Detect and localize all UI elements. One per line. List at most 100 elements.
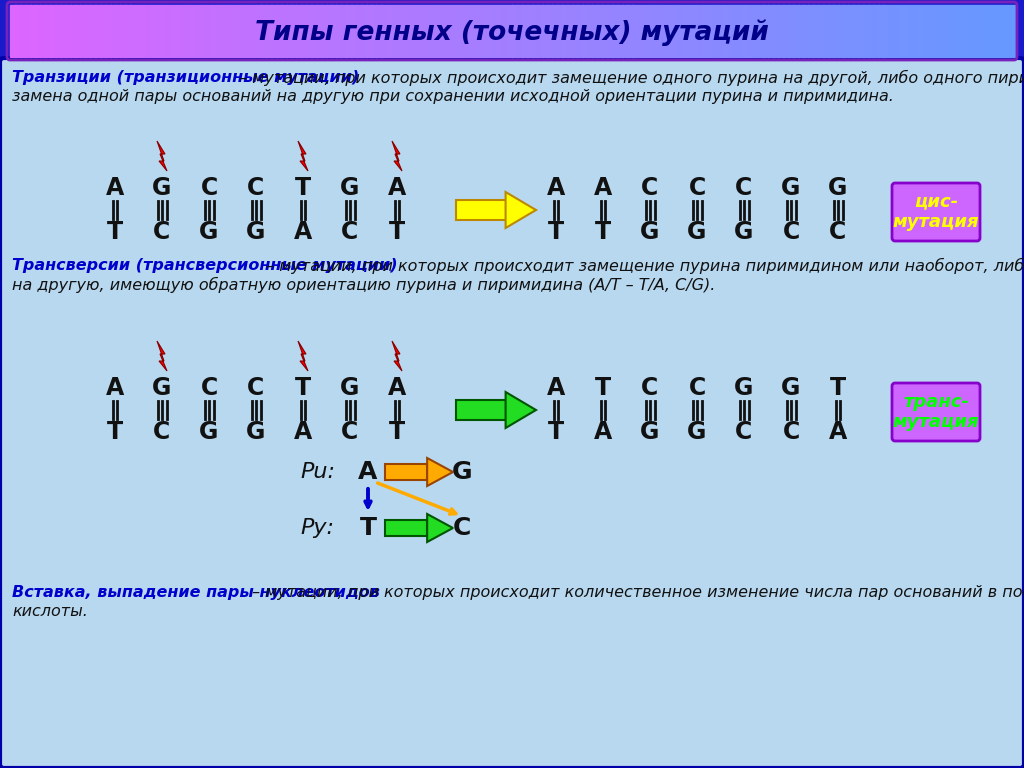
Text: Типы генных (точечных) мутаций: Типы генных (точечных) мутаций	[255, 20, 769, 46]
Bar	[879, 5, 884, 57]
Text: C: C	[641, 176, 658, 200]
Bar	[161, 5, 166, 57]
Text: Трансверсии (трансверсионные мутации): Трансверсии (трансверсионные мутации)	[12, 258, 397, 273]
Bar	[166, 5, 171, 57]
Bar	[828, 5, 834, 57]
Bar	[422, 5, 427, 57]
Bar	[557, 5, 563, 57]
Bar	[85, 5, 91, 57]
Bar	[306, 5, 311, 57]
Bar	[848, 5, 854, 57]
Bar	[472, 5, 477, 57]
Bar	[25, 5, 31, 57]
Text: C: C	[341, 220, 358, 244]
Text: A: A	[388, 376, 407, 400]
Text: – мутации, при которых происходит замещение одного пурина на другой, либо одного: – мутации, при которых происходит замеще…	[233, 70, 1024, 86]
Text: C: C	[154, 220, 171, 244]
Bar	[633, 5, 638, 57]
Bar	[1004, 5, 1010, 57]
Bar	[578, 5, 583, 57]
Bar	[50, 5, 55, 57]
Bar	[979, 5, 984, 57]
Bar	[30, 5, 36, 57]
Bar	[286, 5, 292, 57]
Bar	[216, 5, 221, 57]
Bar	[336, 5, 342, 57]
Bar	[934, 5, 939, 57]
Bar	[958, 5, 965, 57]
Text: C: C	[688, 376, 706, 400]
Polygon shape	[506, 192, 536, 228]
Bar	[296, 5, 302, 57]
Bar	[583, 5, 588, 57]
FancyBboxPatch shape	[0, 58, 1024, 768]
Bar	[542, 5, 548, 57]
Bar	[507, 5, 512, 57]
Bar	[668, 5, 673, 57]
Text: A: A	[594, 176, 612, 200]
Bar	[999, 5, 1005, 57]
Text: G: G	[781, 376, 801, 400]
Bar	[436, 5, 442, 57]
Bar	[763, 5, 769, 57]
Bar	[647, 5, 653, 57]
Bar	[949, 5, 954, 57]
Bar	[994, 5, 999, 57]
Bar	[190, 5, 197, 57]
Bar	[773, 5, 778, 57]
Text: G: G	[200, 420, 219, 444]
Text: C: C	[782, 220, 800, 244]
Text: G: G	[153, 176, 172, 200]
Bar	[964, 5, 970, 57]
Bar	[702, 5, 709, 57]
Bar	[40, 5, 46, 57]
Text: G: G	[687, 420, 707, 444]
Bar	[417, 5, 422, 57]
Bar	[713, 5, 718, 57]
Bar	[35, 5, 41, 57]
Bar	[346, 5, 352, 57]
Bar	[743, 5, 749, 57]
Polygon shape	[298, 341, 308, 371]
Bar	[446, 5, 453, 57]
Bar	[351, 5, 357, 57]
Text: Pu:: Pu:	[300, 462, 335, 482]
Bar	[903, 5, 909, 57]
Bar	[758, 5, 764, 57]
Bar	[341, 5, 347, 57]
Bar	[401, 5, 408, 57]
Bar	[130, 5, 136, 57]
Bar	[316, 5, 322, 57]
Bar	[396, 5, 402, 57]
Text: T: T	[829, 376, 846, 400]
Bar	[607, 5, 613, 57]
Bar	[898, 5, 904, 57]
Bar	[276, 5, 282, 57]
Bar	[592, 5, 598, 57]
Bar	[332, 5, 337, 57]
Bar	[547, 5, 553, 57]
Bar	[10, 5, 15, 57]
Bar	[808, 5, 814, 57]
Text: Транзиции (транзиционные мутации): Транзиции (транзиционные мутации)	[12, 70, 359, 85]
Bar	[697, 5, 703, 57]
Text: A: A	[594, 420, 612, 444]
Bar	[261, 5, 266, 57]
Bar	[768, 5, 773, 57]
Text: T: T	[106, 220, 123, 244]
Bar	[642, 5, 648, 57]
Text: G: G	[247, 420, 265, 444]
Text: A: A	[105, 376, 124, 400]
Bar	[818, 5, 823, 57]
Bar	[291, 5, 297, 57]
Bar	[813, 5, 819, 57]
Bar	[135, 5, 141, 57]
Polygon shape	[427, 458, 453, 486]
Bar	[241, 5, 247, 57]
Bar	[66, 5, 71, 57]
Bar	[908, 5, 914, 57]
Bar	[486, 5, 493, 57]
Bar	[803, 5, 809, 57]
Text: T: T	[595, 376, 611, 400]
Bar	[794, 5, 799, 57]
